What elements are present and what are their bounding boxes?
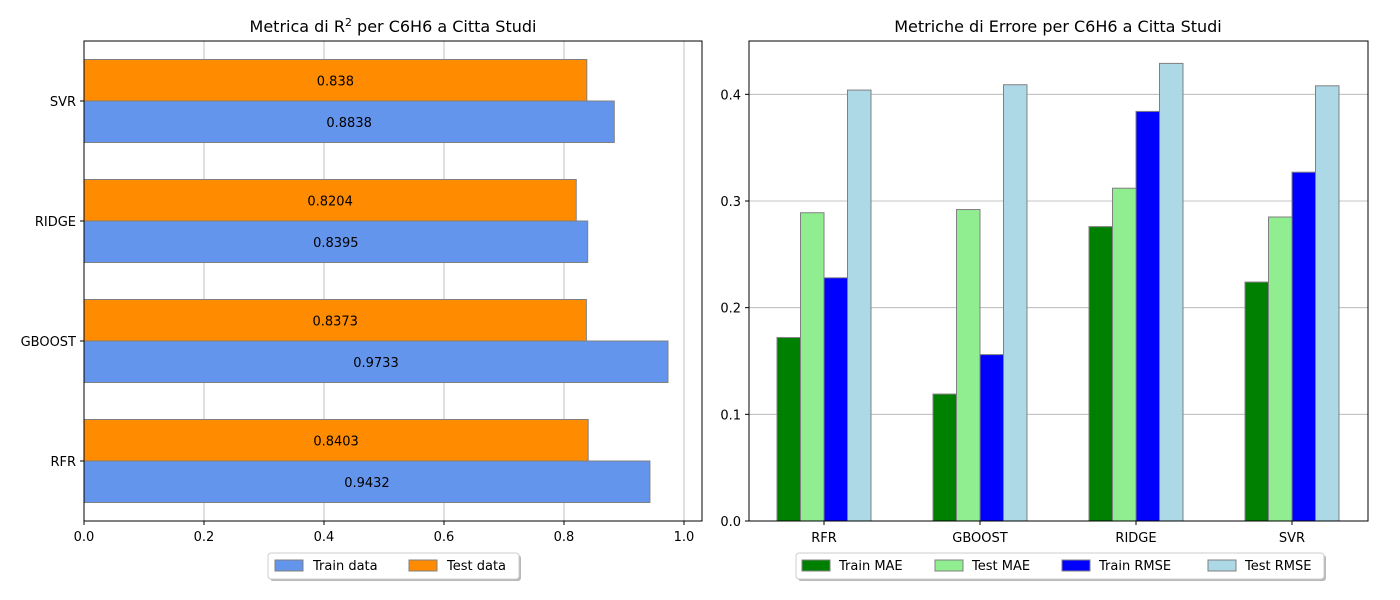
error-ytick-label: 0.4 (720, 88, 741, 103)
r2-label-test-ridge: 0.8204 (307, 194, 353, 209)
error-axes: RFR GBOOST RIDGE SVR 0.0 0.1 0.2 0.3 0.4 (720, 40, 1369, 546)
error-bar-test-mae-svr (1268, 216, 1293, 522)
error-ytick-label: 0.3 (720, 195, 741, 210)
error-bar-test-mae-gboost (956, 209, 981, 522)
error-ytick-label: 0.1 (720, 408, 741, 423)
r2-ytick-ridge: RIDGE (35, 215, 76, 230)
error-legend-label-test-rmse: Test RMSE (1244, 559, 1311, 574)
error-bar-train-mae-svr (1244, 281, 1269, 522)
error-bars (776, 62, 1340, 522)
r2-xtick-label: 0.6 (434, 530, 455, 545)
error-bar-test-mae-rfr (800, 212, 825, 522)
r2-label-train-svr: 0.8838 (326, 116, 372, 131)
r2-ytick-svr: SVR (50, 95, 76, 110)
r2-label-test-svr: 0.838 (317, 74, 354, 89)
r2-ytick-rfr: RFR (50, 455, 76, 470)
r2-label-train-ridge: 0.8395 (313, 236, 359, 251)
error-xtick-svr: SVR (1279, 531, 1305, 546)
r2-xtick-label: 0.4 (314, 530, 335, 545)
r2-bar-test-svr (83, 59, 588, 102)
r2-xtick-label: 0.0 (74, 530, 95, 545)
error-legend-swatch-train-mae (801, 559, 831, 572)
error-bar-test-rmse-ridge (1159, 62, 1184, 522)
error-xtick-ridge: RIDGE (1115, 531, 1156, 546)
r2-plot-frame (83, 40, 703, 522)
r2-label-test-gboost: 0.8373 (312, 314, 358, 329)
r2-chart-title: Metrica di R2 per C6H6 a Citta Studi (250, 16, 537, 36)
r2-title-superscript: 2 (345, 16, 352, 29)
r2-chart: Metrica di R2 per C6H6 a Citta Studi 0.9… (21, 16, 703, 581)
error-bar-train-mae-rfr (776, 337, 801, 522)
r2-bar-train-svr (83, 100, 615, 143)
error-bar-train-rmse-rfr (823, 277, 848, 522)
error-legend: Train MAE Test MAE Train RMSE Test RMSE (795, 552, 1326, 581)
error-chart-title: Metriche di Errore per C6H6 a Citta Stud… (894, 17, 1222, 36)
error-chart: Metriche di Errore per C6H6 a Citta Stud… (720, 17, 1369, 581)
error-bar-test-mae-ridge (1112, 187, 1137, 522)
error-bar-test-rmse-rfr (847, 89, 872, 522)
r2-bar-test-ridge (83, 179, 577, 222)
error-xtick-gboost: GBOOST (952, 531, 1007, 546)
error-bar-test-rmse-gboost (1003, 84, 1028, 522)
r2-label-train-rfr: 0.9432 (344, 476, 390, 491)
r2-ytick-gboost: GBOOST (21, 335, 76, 350)
error-legend-swatch-train-rmse (1061, 559, 1091, 572)
r2-legend-box (267, 552, 520, 580)
error-legend-label-train-mae: Train MAE (838, 559, 903, 574)
r2-bars: 0.9432 0.8403 0.9733 0.8373 0.8395 0.8204 0.88… (83, 59, 669, 503)
error-xtick-rfr: RFR (811, 531, 837, 546)
error-plot-frame (748, 40, 1369, 522)
r2-label-train-gboost: 0.9733 (353, 356, 399, 371)
r2-label-test-rfr: 0.8403 (313, 434, 359, 449)
error-legend-label-train-rmse: Train RMSE (1098, 559, 1171, 574)
r2-legend: Train data Test data (267, 552, 521, 581)
error-legend-swatch-test-rmse (1207, 559, 1237, 572)
r2-bar-train-ridge (83, 220, 589, 263)
error-bar-train-rmse-svr (1291, 171, 1316, 522)
r2-bar-train-rfr (83, 460, 651, 503)
error-bar-train-rmse-gboost (979, 354, 1004, 522)
r2-xtick-label: 1.0 (674, 530, 695, 545)
r2-legend-label-test-data: Test data (446, 559, 506, 574)
r2-legend-swatch-test-data (408, 559, 438, 572)
error-legend-swatch-test-mae (934, 559, 964, 572)
error-legend-label-test-mae: Test MAE (971, 559, 1030, 574)
error-bar-train-rmse-ridge (1135, 110, 1160, 522)
r2-legend-label-train-data: Train data (312, 559, 378, 574)
r2-xtick-label: 0.8 (554, 530, 575, 545)
error-ytick-label: 0.2 (720, 302, 741, 317)
error-ytick-label: 0.0 (720, 515, 741, 530)
r2-legend-swatch-train-data (274, 559, 304, 572)
error-bar-train-mae-gboost (932, 393, 957, 522)
error-bar-train-mae-ridge (1088, 226, 1113, 522)
r2-bar-train-gboost (83, 340, 669, 383)
error-bar-test-rmse-svr (1315, 85, 1340, 522)
r2-bar-test-gboost (83, 299, 587, 342)
error-legend-box (795, 552, 1325, 580)
r2-xtick-label: 0.2 (194, 530, 215, 545)
r2-axes: RFR GBOOST RIDGE SVR 0.0 0.2 0.4 0.6 0.8 1.0 (21, 40, 703, 545)
